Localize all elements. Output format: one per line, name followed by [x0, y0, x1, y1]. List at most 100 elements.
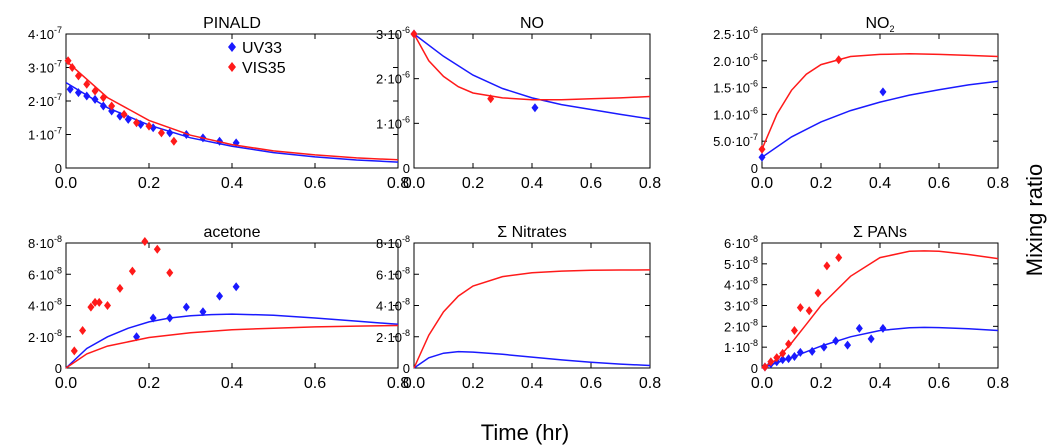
y-tick-label: 1·10-8 — [724, 338, 758, 355]
y-tick-exponent: -6 — [750, 25, 758, 35]
y-tick-exponent: -8 — [54, 265, 62, 275]
x-tick-label: 0.6 — [580, 175, 602, 192]
data-point-vis35 — [120, 109, 128, 119]
data-point-uv33 — [124, 114, 132, 124]
x-tick-label: 0.6 — [304, 175, 326, 192]
data-point-vis35 — [91, 86, 99, 96]
data-point-uv33 — [149, 313, 157, 323]
y-tick-exponent: -8 — [402, 328, 410, 338]
plot-frame — [413, 33, 651, 169]
x-tick-label: 0.2 — [462, 175, 484, 192]
y-tick-exponent: -8 — [750, 338, 758, 348]
data-point-vis35 — [116, 283, 124, 293]
data-point-uv33 — [867, 334, 875, 344]
y-tick-exponent: -7 — [750, 132, 758, 142]
x-tick-label: 0.4 — [521, 175, 543, 192]
data-point-uv33 — [66, 84, 74, 94]
y-tick-label: 3·10-6 — [376, 25, 410, 42]
data-point-vis35 — [74, 71, 82, 81]
plot-frame — [761, 242, 999, 369]
data-point-vis35 — [835, 55, 843, 65]
y-tick-exponent: -7 — [54, 25, 62, 35]
y-tick-label: 0 — [403, 361, 410, 376]
y-tick-label: 0 — [55, 161, 62, 176]
x-tick-label: 0.2 — [462, 375, 484, 392]
y-tick-label: 6·10-8 — [724, 234, 758, 251]
y-tick-exponent: -8 — [750, 255, 758, 265]
series-line-uv33 — [413, 33, 651, 120]
panel-title: NO — [520, 15, 544, 32]
data-point-uv33 — [91, 94, 99, 104]
series-line-vis35 — [65, 60, 399, 161]
data-point-vis35 — [157, 128, 165, 138]
panel-title-subscript: 2 — [889, 24, 894, 34]
x-tick-label: 0.2 — [138, 175, 160, 192]
data-point-vis35 — [104, 301, 111, 310]
y-tick-label: 2·10-7 — [28, 92, 62, 109]
data-point-uv33 — [779, 355, 787, 365]
data-point-uv33 — [232, 282, 240, 292]
panel-title: PINALD — [203, 15, 261, 32]
y-tick-exponent: -8 — [402, 265, 410, 275]
y-tick-exponent: -6 — [750, 105, 758, 115]
data-point-vis35 — [166, 268, 174, 278]
y-tick-label: 3·10-8 — [724, 297, 758, 314]
data-point-vis35 — [790, 326, 798, 335]
data-point-vis35 — [779, 348, 787, 358]
data-point-uv33 — [879, 87, 887, 97]
x-tick-label: 0.6 — [304, 375, 326, 392]
x-tick-label: 0.4 — [221, 375, 243, 392]
legend-marker-vis35 — [228, 62, 236, 72]
data-point-vis35 — [785, 339, 793, 349]
y-tick-label: 4·10-8 — [28, 297, 62, 314]
y-tick-label: 1·10-6 — [376, 114, 410, 131]
data-point-uv33 — [796, 347, 804, 357]
panel-title: Σ PANs — [853, 224, 907, 241]
series-line-uv33 — [65, 81, 399, 163]
data-point-vis35 — [108, 101, 116, 111]
x-tick-label: 0.0 — [403, 375, 425, 392]
data-point-uv33 — [199, 307, 207, 317]
x-tick-label: 0.6 — [580, 375, 602, 392]
data-point-vis35 — [70, 346, 78, 356]
y-tick-label: 8·10-8 — [376, 234, 410, 251]
y-tick-label: 1.0·10-6 — [713, 105, 758, 122]
series-line-vis35 — [413, 33, 651, 101]
data-point-uv33 — [74, 88, 82, 98]
data-point-uv33 — [216, 291, 224, 301]
x-tick-label: 0.2 — [810, 175, 832, 192]
x-tick-label: 0.4 — [521, 375, 543, 392]
x-tick-label: 0.4 — [869, 175, 891, 192]
series-line-uv33 — [65, 313, 399, 369]
y-tick-exponent: -8 — [750, 276, 758, 286]
x-tick-label: 0.6 — [928, 175, 950, 192]
data-point-vis35 — [64, 56, 72, 66]
x-tick-label: 0.0 — [55, 375, 77, 392]
x-tick-label: 0.8 — [639, 175, 661, 192]
data-point-uv33 — [182, 302, 190, 312]
data-point-uv33 — [785, 354, 793, 364]
y-tick-label: 6·10-8 — [376, 265, 410, 282]
data-point-vis35 — [767, 357, 775, 367]
y-tick-exponent: -8 — [750, 297, 758, 307]
data-point-uv33 — [166, 128, 174, 138]
data-point-vis35 — [79, 326, 87, 335]
series-line-uv33 — [761, 80, 999, 158]
y-tick-exponent: -7 — [54, 126, 62, 136]
data-point-uv33 — [820, 342, 828, 352]
legend-label-uv33: UV33 — [242, 40, 282, 57]
panel-6: Σ PANs 0.0 0.2 0.4 0.6 0.8 0 1·10-8 2·10-8 3·10-8… — [724, 224, 1009, 392]
y-tick-exponent: -8 — [402, 297, 410, 307]
data-point-vis35 — [95, 297, 103, 307]
y-tick-exponent: -8 — [54, 328, 62, 338]
data-point-uv33 — [166, 313, 174, 323]
data-point-vis35 — [153, 244, 161, 254]
series-line-vis35 — [65, 324, 399, 369]
x-tick-label: 0.8 — [639, 375, 661, 392]
x-tick-label: 0.8 — [987, 375, 1009, 392]
y-tick-label: 2·10-8 — [724, 317, 758, 334]
panel-title: NO2 — [865, 15, 894, 34]
data-point-vis35 — [99, 93, 107, 103]
